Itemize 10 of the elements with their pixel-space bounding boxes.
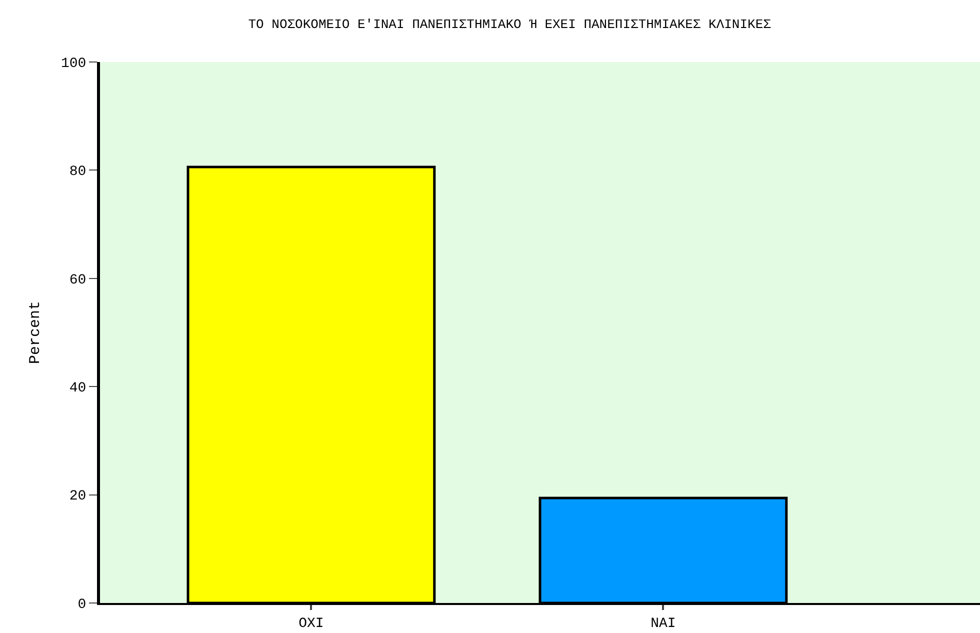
y-tick-label: 20 <box>69 488 86 505</box>
chart-title: ΤΟ ΝΟΣΟΚΟΜΕΙΟ Ε'ΙΝΑΙ ΠΑΝΕΠΙΣΤΗΜΙΑΚΟ Ή ΕΧΕΙ ΠΑΝΕΠΙΣΤΗΜΙΑΚΕΣ ΚΛΙΝΙΚΕΣ <box>248 17 772 32</box>
y-axis-title: Percent <box>27 300 44 364</box>
x-tick-label: ΟΧΙ <box>298 616 324 632</box>
x-tick-label: ΝΑΙ <box>650 616 676 632</box>
y-tick-label: 0 <box>78 596 86 613</box>
y-tick-label: 80 <box>69 164 86 180</box>
y-tick-label: 60 <box>69 272 86 288</box>
y-tick-label: 100 <box>60 56 86 72</box>
y-tick-label: 40 <box>69 380 86 396</box>
